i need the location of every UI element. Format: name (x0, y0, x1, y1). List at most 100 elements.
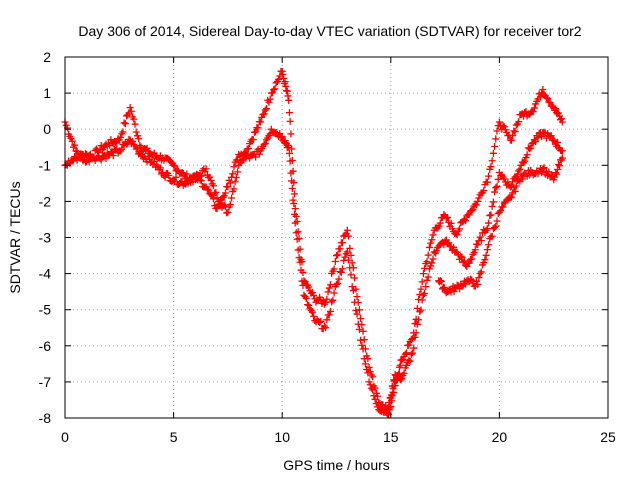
data-point (126, 104, 134, 112)
data-point (482, 251, 490, 259)
data-point (483, 178, 491, 186)
data-point (421, 290, 429, 298)
data-point (512, 182, 520, 190)
data-point (276, 72, 284, 80)
data-point (485, 172, 493, 180)
data-point (402, 349, 410, 357)
data-point (226, 179, 234, 187)
data-point (415, 316, 423, 324)
data-point (410, 344, 418, 352)
chart-title: Day 306 of 2014, Sidereal Day-to-day VTE… (78, 23, 581, 39)
data-point (269, 89, 277, 97)
data-point (125, 135, 133, 143)
data-point (466, 275, 474, 283)
y-tick-label: -8 (39, 410, 52, 426)
data-point (336, 245, 344, 253)
data-point (228, 173, 236, 181)
data-point (483, 246, 491, 254)
y-tick-label: 2 (43, 49, 51, 65)
data-point (437, 277, 445, 285)
data-point (228, 194, 236, 202)
data-point (353, 310, 361, 318)
data-point (388, 391, 396, 399)
data-point (485, 219, 493, 227)
data-point (412, 329, 420, 337)
data-point (539, 85, 547, 93)
data-point (120, 119, 128, 127)
data-point (296, 258, 304, 266)
data-point (468, 276, 476, 284)
data-point (261, 106, 269, 114)
y-tick-label: -6 (39, 338, 52, 354)
data-point (347, 271, 355, 279)
data-point (325, 311, 333, 319)
y-tick-label: -3 (39, 230, 52, 246)
data-point (150, 157, 158, 165)
x-axis-label: GPS time / hours (283, 457, 390, 473)
data-point (142, 146, 150, 154)
data-point (252, 128, 260, 136)
data-point (465, 211, 473, 219)
data-point (207, 191, 215, 199)
data-point (77, 154, 85, 162)
data-point (474, 197, 482, 205)
data-point (427, 239, 435, 247)
data-point (411, 333, 419, 341)
data-point (256, 118, 264, 126)
data-point (127, 107, 135, 115)
data-point (511, 187, 519, 195)
data-point (345, 256, 353, 264)
data-point (555, 161, 563, 169)
data-point (523, 151, 531, 159)
data-point (401, 350, 409, 358)
data-point (302, 294, 310, 302)
data-point (491, 142, 499, 150)
data-point (534, 134, 542, 142)
data-point (465, 259, 473, 267)
data-point (231, 178, 239, 186)
data-point (396, 361, 404, 369)
data-point (506, 194, 514, 202)
data-point (352, 306, 360, 314)
data-point (335, 275, 343, 283)
x-tick-label: 0 (61, 429, 69, 445)
data-point (351, 298, 359, 306)
y-tick-label: 0 (43, 121, 51, 137)
data-point (348, 259, 356, 267)
data-point (477, 237, 485, 245)
data-point (178, 169, 186, 177)
data-point (170, 161, 178, 169)
data-point (261, 140, 269, 148)
data-point (480, 187, 488, 195)
data-point (364, 369, 372, 377)
data-point (433, 247, 441, 255)
data-point (275, 75, 283, 83)
data-point (68, 137, 76, 145)
data-point (495, 208, 503, 216)
data-point (418, 296, 426, 304)
data-point (493, 217, 501, 225)
data-point (557, 115, 565, 123)
data-point (428, 259, 436, 267)
data-point (278, 67, 286, 75)
data-point (355, 306, 363, 314)
data-point (109, 152, 117, 160)
data-point (346, 264, 354, 272)
data-point (453, 281, 461, 289)
data-point (357, 336, 365, 344)
data-point (406, 357, 414, 365)
data-point (292, 229, 300, 237)
data-point (161, 173, 169, 181)
data-point (285, 96, 293, 104)
data-point (255, 150, 263, 158)
data-point (384, 404, 392, 412)
data-point (491, 224, 499, 232)
data-point (494, 175, 502, 183)
data-point (474, 241, 482, 249)
data-point (554, 166, 562, 174)
x-tick-label: 25 (600, 429, 616, 445)
data-point (234, 156, 242, 164)
data-point (488, 232, 496, 240)
data-point (121, 120, 129, 128)
